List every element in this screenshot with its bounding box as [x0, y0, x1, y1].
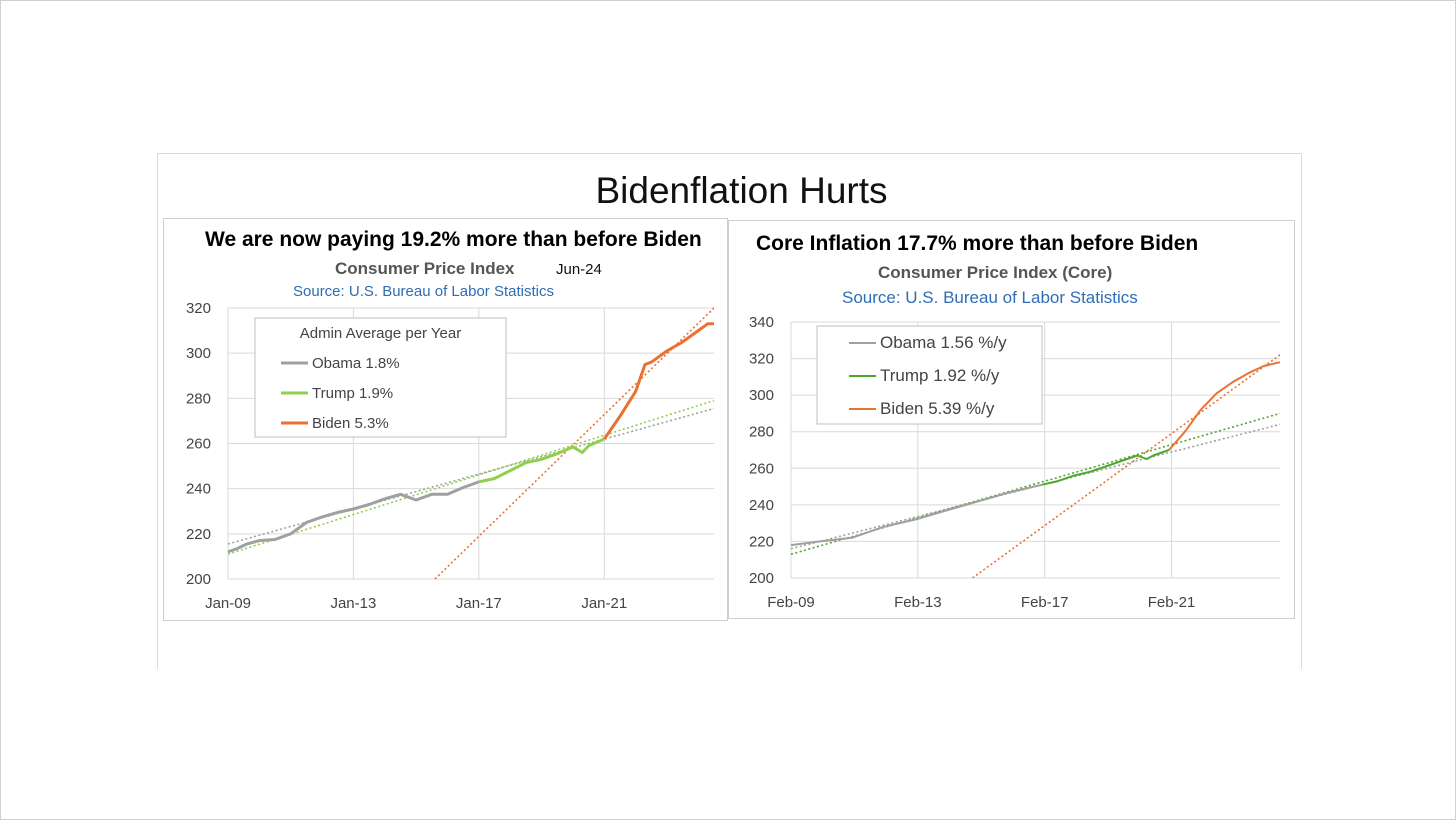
biden-series-line: [603, 322, 714, 440]
legend-label-obama: Obama 1.56 %/y: [880, 333, 1007, 352]
content-frame: [157, 153, 1302, 669]
y-tick-label: 320: [749, 351, 774, 368]
y-tick-label: 240: [186, 481, 211, 498]
trump-trendline: [228, 399, 714, 555]
date-tag: Jun-24: [556, 261, 602, 278]
y-tick-label: 320: [186, 300, 211, 317]
y-tick-label: 220: [186, 526, 211, 543]
chart-title: Consumer Price Index: [335, 259, 515, 278]
chart-headline: We are now paying 19.2% more than before…: [205, 228, 702, 251]
chart-source: Source: U.S. Bureau of Labor Statistics: [842, 288, 1138, 307]
cpi-chart-panel: We are now paying 19.2% more than before…: [163, 218, 728, 621]
obama-series-line: [227, 480, 480, 554]
legend-label-trump: Trump 1.9%: [312, 385, 393, 402]
legend-label-trump: Trump 1.92 %/y: [880, 366, 1000, 385]
chart-title: Consumer Price Index (Core): [878, 263, 1113, 282]
core-cpi-line-chart: 200 220 240 260 280 300 320 340 Feb-09 Feb-13 Feb-…: [749, 314, 1281, 611]
core-cpi-chart-panel: Core Inflation 17.7% more than before Bi…: [728, 220, 1295, 619]
x-tick-label: Jan-17: [456, 595, 502, 612]
y-tick-label: 200: [186, 571, 211, 588]
legend-box: [254, 317, 507, 438]
x-tick-label: Feb-21: [1148, 594, 1196, 611]
y-tick-label: 300: [186, 345, 211, 362]
y-tick-label: 280: [186, 390, 211, 407]
x-tick-label: Jan-21: [581, 595, 627, 612]
x-tick-label: Feb-17: [1021, 594, 1069, 611]
biden-trendline: [434, 307, 714, 579]
x-tick-label: Jan-09: [205, 595, 251, 612]
chart-headline: Core Inflation 17.7% more than before Bi…: [756, 232, 1199, 255]
legend-label-obama: Obama 1.8%: [312, 355, 400, 372]
x-tick-label: Feb-09: [767, 594, 815, 611]
y-tick-label: 240: [749, 497, 774, 514]
y-tick-label: 220: [749, 533, 774, 550]
x-tick-label: Feb-13: [894, 594, 942, 611]
legend-label-biden: Biden 5.39 %/y: [880, 399, 995, 418]
legend-label-biden: Biden 5.3%: [312, 415, 389, 432]
y-tick-label: 260: [186, 436, 211, 453]
cpi-line-chart: 200 220 240 260 280 300 320 Jan-09 Jan-13 Jan-17 J…: [186, 300, 714, 612]
chart-source: Source: U.S. Bureau of Labor Statistics: [293, 283, 554, 300]
legend-title: Admin Average per Year: [300, 325, 462, 342]
biden-trendline: [971, 354, 1280, 578]
slide-title: Bidenflation Hurts: [595, 170, 888, 211]
trump-series-line: [1041, 449, 1170, 486]
biden-series-line: [1168, 361, 1281, 451]
y-tick-label: 200: [749, 570, 774, 587]
y-tick-label: 340: [749, 314, 774, 331]
trump-series-line: [478, 437, 605, 484]
y-tick-label: 260: [749, 460, 774, 477]
obama-trendline: [228, 407, 714, 545]
x-tick-label: Jan-13: [330, 595, 376, 612]
y-tick-label: 300: [749, 387, 774, 404]
y-tick-label: 280: [749, 424, 774, 441]
obama-series-line: [790, 483, 1043, 547]
trump-trendline: [791, 412, 1280, 555]
